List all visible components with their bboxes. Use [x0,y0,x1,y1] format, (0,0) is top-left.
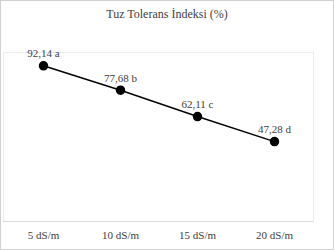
svg-text:5 dS/m: 5 dS/m [28,229,60,241]
svg-text:20 dS/m: 20 dS/m [256,229,293,241]
svg-text:77,68 b: 77,68 b [104,72,138,84]
svg-text:92,14 a: 92,14 a [27,47,60,59]
html-text:Tuz Tolerans İndeksi (%): Tuz Tolerans İndeksi (%) [106,7,228,21]
svg-text:62,11 c: 62,11 c [182,98,214,110]
svg-text:47,28 d: 47,28 d [258,123,292,135]
svg-text:15 dS/m: 15 dS/m [179,229,216,241]
svg-text:10 dS/m: 10 dS/m [102,229,139,241]
